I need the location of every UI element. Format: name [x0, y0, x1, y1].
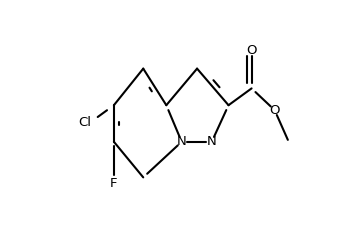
Text: N: N: [207, 135, 216, 148]
Text: N: N: [177, 135, 187, 148]
Text: O: O: [269, 104, 280, 117]
Text: O: O: [246, 44, 257, 57]
Text: F: F: [110, 177, 118, 190]
Text: Cl: Cl: [78, 116, 91, 128]
